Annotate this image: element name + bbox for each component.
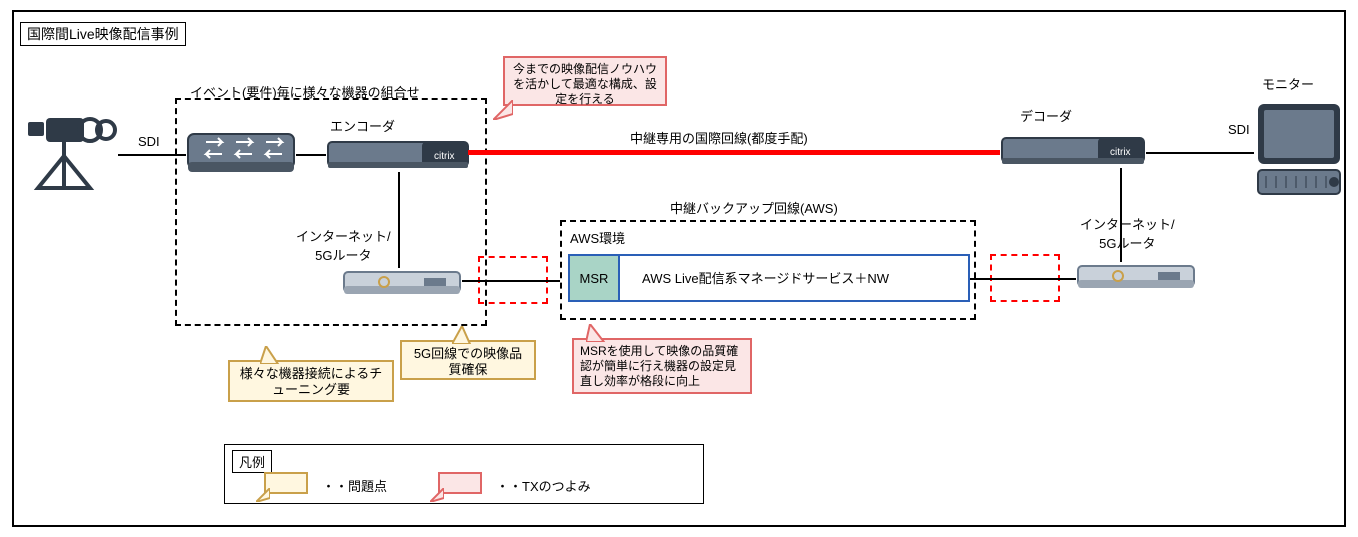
callout-tuning: 様々な機器接続によるチューニング要	[228, 360, 394, 402]
decoder-label: デコーダ	[1020, 106, 1072, 125]
line-aws-routerR	[970, 278, 1076, 280]
line-decoder-down	[1120, 168, 1122, 262]
camera-icon	[28, 110, 118, 190]
line-encoder-down	[398, 172, 400, 268]
callout-tail-icon	[256, 488, 270, 502]
backup-aws-label: 中継バックアップ回線(AWS)	[670, 198, 838, 217]
legend-swatch-issue	[264, 472, 308, 494]
callout-quality5g: 5G回線での映像品質確保	[400, 340, 536, 380]
legend-title: 凡例	[232, 450, 272, 473]
callout-tail-icon	[260, 346, 282, 364]
legend-issue-label: ・・問題点	[322, 476, 387, 495]
callout-msr: MSRを使用して映像の品質確認が簡単に行え機器の設定見直し効率が格段に向上	[572, 338, 752, 394]
line-cam-switch	[118, 154, 186, 156]
callout-top-red-text: 今までの映像配信ノウハウを活かして最適な構成、設定を行える	[513, 62, 657, 106]
callout-quality5g-text: 5G回線での映像品質確保	[414, 346, 522, 377]
router-right-label: インターネット/ 5Gルータ	[1080, 214, 1175, 252]
aws-service-label: AWS Live配信系マネージドサービス＋NW	[642, 268, 889, 287]
sdi-left-label: SDI	[138, 134, 160, 149]
encoder-label: エンコーダ	[330, 116, 395, 135]
line-routerL-aws	[462, 280, 560, 282]
callout-tail-icon	[452, 326, 474, 344]
msr-label: MSR	[580, 271, 609, 286]
aws-env-label: AWS環境	[570, 228, 625, 247]
diagram-title-text: 国際間Live映像配信事例	[27, 26, 179, 42]
callout-tuning-text: 様々な機器接続によるチューニング要	[240, 366, 383, 397]
router-right-icon	[1076, 262, 1196, 292]
sdi-right-label: SDI	[1228, 122, 1250, 137]
callout-msr-text: MSRを使用して映像の品質確認が簡単に行え機器の設定見直し効率が格段に向上	[580, 344, 738, 388]
dedicated-intl-label: 中継専用の国際回線(都度手配)	[630, 128, 808, 147]
router-left-icon	[342, 268, 462, 298]
msr-box: MSR	[568, 254, 620, 302]
line-intl-red	[468, 150, 1000, 155]
switch-icon	[186, 132, 296, 176]
diagram-title: 国際間Live映像配信事例	[20, 22, 186, 46]
line-switch-encoder	[296, 154, 326, 156]
line-decoder-monitor	[1146, 152, 1254, 154]
legend-swatch-strength	[438, 472, 482, 494]
callout-top-red: 今までの映像配信ノウハウを活かして最適な構成、設定を行える	[503, 56, 667, 106]
encoder-icon: citrix	[326, 136, 470, 172]
router-left-label: インターネット/ 5Gルータ	[296, 226, 391, 264]
monitor-icon	[1254, 100, 1344, 200]
callout-tail-icon	[493, 100, 513, 120]
legend-strength-label: ・・TXのつよみ	[496, 476, 591, 495]
callout-tail-icon	[430, 488, 444, 502]
monitor-label: モニター	[1262, 74, 1314, 93]
svg-text:citrix: citrix	[434, 151, 455, 162]
callout-tail-icon	[586, 324, 608, 342]
decoder-icon: citrix	[1000, 132, 1146, 168]
svg-text:citrix: citrix	[1110, 147, 1131, 158]
